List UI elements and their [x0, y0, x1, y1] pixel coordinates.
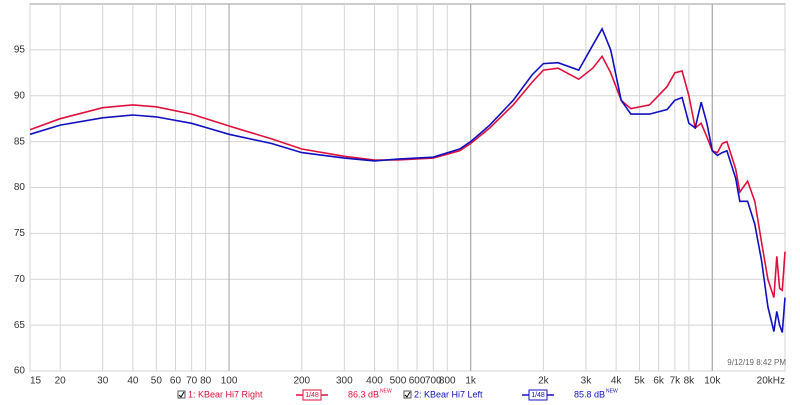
timestamp: 9/12/19 8:42 PM — [727, 358, 786, 367]
x-tick-label: 6k — [653, 376, 665, 387]
x-tick-label: 100 — [221, 376, 238, 387]
legend-level: 86.3 dB — [348, 389, 379, 399]
x-tick-label: 60 — [170, 376, 182, 387]
y-tick-label: 70 — [14, 274, 26, 285]
x-tick-label: 600 — [409, 376, 426, 387]
series-line — [29, 26, 786, 333]
x-tick-label: 30 — [97, 376, 109, 387]
smoothing-label: 1/48 — [531, 392, 545, 399]
x-tick-label: 3k — [581, 376, 593, 387]
x-tick-label: 500 — [390, 376, 407, 387]
y-tick-label: 90 — [14, 90, 26, 101]
x-tick-label: 200 — [293, 376, 310, 387]
x-tick-label: 1k — [465, 376, 477, 387]
x-tick-label: 20kHz — [757, 376, 785, 387]
x-tick-label: 80 — [200, 376, 212, 387]
legend-check — [178, 391, 185, 398]
x-tick-label: 40 — [127, 376, 139, 387]
legend-name: 2: KBear Hi7 Left — [414, 389, 483, 399]
y-tick-label: 60 — [14, 366, 26, 377]
x-tick-label: 4k — [611, 376, 623, 387]
y-tick-label: 95 — [14, 45, 26, 56]
legend-checkbox — [403, 390, 412, 399]
legend-name: 1: KBear Hi7 Right — [188, 389, 263, 399]
legend-checkbox — [177, 390, 186, 399]
x-tick-label: 50 — [151, 376, 163, 387]
legend-level: 85.8 dB — [574, 389, 605, 399]
legend-level-tag: NEW — [606, 388, 618, 394]
x-tick-label: 700 — [425, 376, 442, 387]
smoothing-label: 1/48 — [305, 392, 319, 399]
y-tick-label: 75 — [14, 228, 26, 239]
x-tick-label: 7k — [670, 376, 682, 387]
legend-level-tag: NEW — [380, 388, 392, 394]
x-tick-label: 800 — [439, 376, 456, 387]
x-tick-label: 400 — [366, 376, 383, 387]
x-tick-label: 10k — [704, 376, 721, 387]
smoothing-box — [528, 389, 548, 401]
x-tick-label: 70 — [186, 376, 198, 387]
smoothing-box — [302, 389, 322, 401]
x-tick-label: 300 — [336, 376, 353, 387]
y-tick-label: 80 — [14, 182, 26, 193]
x-tick-label: 5k — [634, 376, 646, 387]
x-tick-label: 8k — [684, 376, 696, 387]
legend-check — [404, 391, 411, 398]
y-tick-label: 65 — [14, 320, 26, 331]
x-tick-label: 2k — [538, 376, 550, 387]
x-tick-label: 20 — [55, 376, 67, 387]
x-tick-label: 15 — [30, 376, 42, 387]
y-tick-label: 85 — [14, 136, 26, 147]
